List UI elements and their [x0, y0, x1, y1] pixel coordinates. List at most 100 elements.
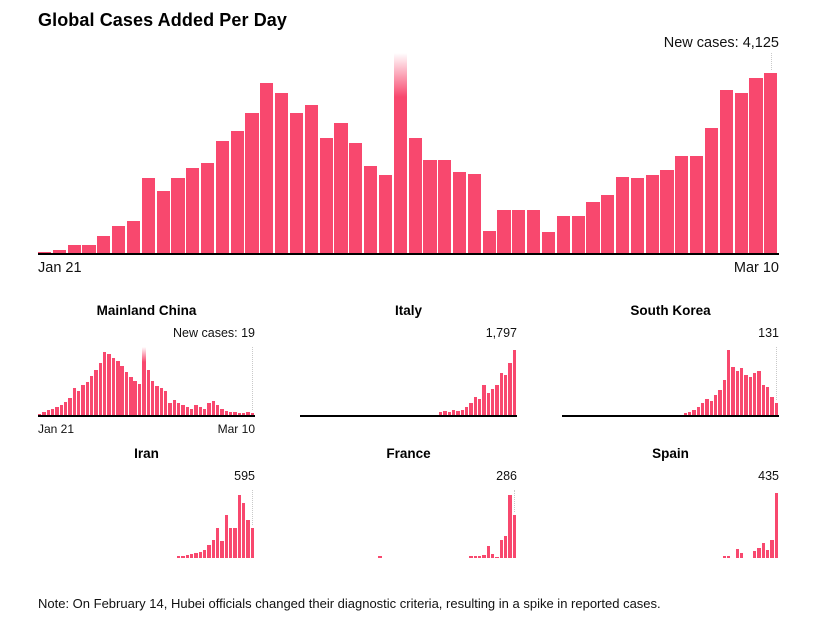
bar [194, 405, 198, 415]
bar [749, 78, 763, 253]
bar [112, 226, 126, 253]
bar [68, 398, 72, 415]
bar [94, 370, 98, 415]
bar [499, 540, 504, 558]
bar [378, 556, 382, 558]
mini-chart-iran [38, 490, 255, 558]
bar [770, 397, 774, 415]
axis-start-label: Jan 21 [38, 422, 75, 436]
bar [761, 543, 766, 558]
bar [250, 413, 255, 415]
bar [181, 405, 185, 415]
bar [207, 403, 211, 415]
bar [194, 553, 198, 558]
bar [499, 373, 504, 415]
panel-italy: Italy 1,797 [300, 303, 517, 417]
bar [111, 358, 116, 415]
bar [198, 407, 202, 415]
bar [133, 381, 137, 415]
bar [495, 557, 499, 558]
bar [512, 515, 517, 558]
bar [142, 347, 146, 415]
bar [289, 113, 304, 253]
bar [467, 174, 481, 253]
bar [224, 411, 228, 415]
bar [38, 414, 42, 415]
bar [85, 382, 90, 415]
panel-new-cases-label: 131 [758, 326, 779, 340]
panel-new-cases-label: 1,797 [485, 326, 517, 340]
mini-chart-france [300, 490, 517, 558]
bar [120, 366, 124, 415]
bar [464, 407, 469, 415]
bar [408, 138, 422, 253]
bar [202, 550, 207, 558]
bar [304, 105, 318, 253]
bar [718, 390, 722, 415]
bar [393, 53, 407, 253]
bar [473, 397, 477, 415]
mini-chart-mainland-china [38, 347, 255, 417]
bar [185, 407, 189, 415]
panel-south-korea: South Korea 131 [562, 303, 779, 417]
panel-title: France [386, 446, 431, 461]
bar [172, 400, 176, 415]
bar [77, 391, 81, 415]
mini-x-axis: Jan 21 Mar 10 [38, 422, 255, 436]
bar [163, 391, 168, 415]
bar [237, 495, 242, 558]
bar [456, 411, 460, 415]
bar [503, 536, 508, 558]
bar [503, 375, 508, 415]
bar [683, 413, 687, 415]
bar [378, 175, 393, 253]
bar [215, 405, 220, 415]
bar [42, 412, 46, 415]
bar [700, 403, 705, 415]
bar [615, 177, 630, 253]
bar [452, 172, 467, 253]
bar [469, 556, 473, 558]
bar [90, 376, 94, 415]
bar [447, 412, 451, 415]
bar [601, 195, 615, 253]
bar [486, 546, 490, 558]
panel-title: Spain [652, 446, 689, 461]
bar [38, 252, 52, 253]
bar [770, 540, 774, 558]
bar [765, 387, 770, 415]
leader-line [514, 490, 516, 512]
bar [748, 377, 752, 415]
bar [497, 210, 511, 253]
bar [704, 128, 719, 253]
bar [690, 156, 704, 253]
bar [176, 403, 181, 415]
bar [486, 393, 490, 415]
bar [126, 221, 141, 253]
footnote: Note: On February 14, Hubei officials ch… [38, 596, 661, 611]
bar [155, 386, 159, 415]
axis-end-label: Mar 10 [733, 260, 779, 276]
bar [59, 405, 64, 415]
bar [215, 141, 230, 253]
axis-end-label: Mar 10 [217, 422, 255, 436]
bar [473, 556, 477, 558]
panel-title: Iran [134, 446, 159, 461]
bar [687, 412, 692, 415]
bar [660, 170, 674, 253]
bar [159, 388, 163, 415]
bar [245, 113, 259, 253]
bar [237, 413, 242, 415]
panel-spain: Spain 435 [562, 446, 779, 558]
bar [774, 493, 779, 558]
bar [220, 409, 224, 415]
bar [176, 556, 181, 558]
bar [477, 399, 482, 415]
bar [116, 361, 120, 415]
bar [757, 371, 761, 415]
bar [586, 202, 600, 253]
bar [512, 210, 526, 253]
bar [97, 236, 111, 253]
bar [735, 549, 739, 558]
